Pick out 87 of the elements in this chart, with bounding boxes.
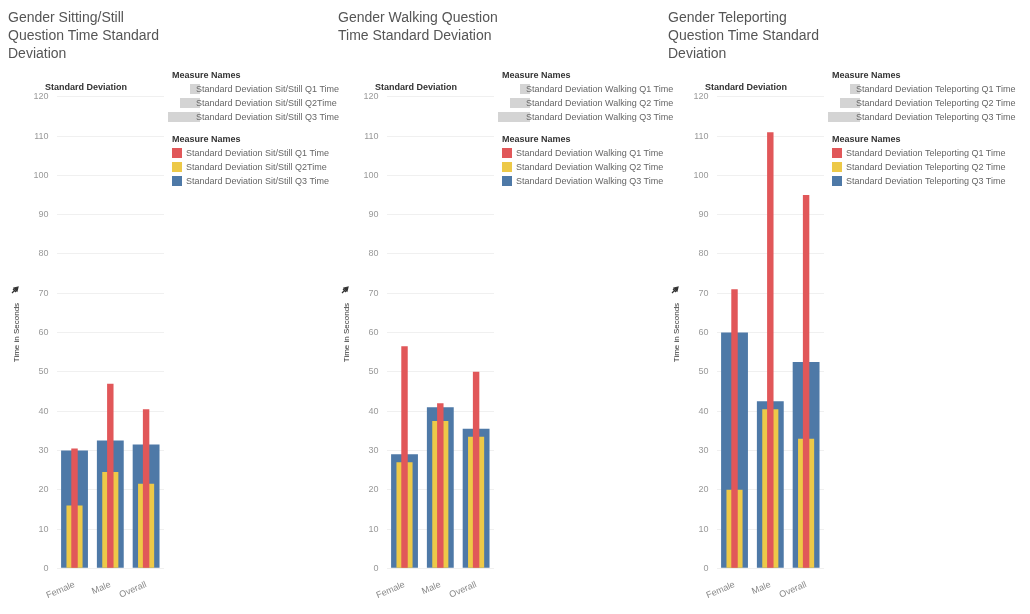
chart-subtitle: Standard Deviation (374, 81, 458, 92)
y-tick-label: 80 (698, 248, 709, 259)
legend-label: Standard Deviation Walking Q2 Time (516, 162, 664, 172)
y-tick-label: 60 (368, 327, 379, 338)
y-tick-label: 40 (38, 405, 49, 416)
y-tick-label: 10 (698, 523, 709, 534)
x-tick-label: Female (704, 579, 737, 601)
y-tick-label: 0 (43, 562, 49, 573)
y-tick-label: 100 (693, 169, 709, 180)
y-tick-label: 10 (368, 523, 379, 534)
text: Standard Deviation Sit/Still Q2Time (196, 98, 337, 108)
chart-subtitle: Standard Deviation (704, 81, 788, 92)
bar (802, 195, 810, 568)
y-axis-title: Time in Seconds (342, 302, 351, 363)
x-tick-label: Male (90, 579, 113, 597)
y-tick-label: 20 (698, 484, 709, 495)
text: Standard Deviation Walking Q1 Time (526, 84, 674, 94)
y-tick-label: 110 (34, 130, 49, 141)
bar (472, 371, 480, 568)
text: Standard Deviation Sit/Still Q3 Time (196, 112, 340, 122)
y-tick-label: 110 (364, 130, 379, 141)
legend-title: Measure Names (832, 134, 902, 144)
text: Measure Names (502, 70, 571, 80)
y-tick-label: 30 (38, 444, 49, 455)
bar (731, 289, 738, 568)
legend-label: Standard Deviation Sit/Still Q2Time (186, 162, 327, 172)
text: Standard Deviation Teleporting Q3 Time (856, 112, 1016, 122)
y-tick-label: 70 (38, 287, 49, 298)
legend-label: Standard Deviation Teleporting Q2 Time (846, 162, 1006, 172)
text: Standard Deviation Sit/Still Q1 Time (196, 84, 340, 94)
y-axis-title: Time in Seconds (12, 302, 21, 363)
x-tick-label: Male (420, 579, 443, 597)
text: Standard Deviation Teleporting Q1 Time (856, 84, 1016, 94)
x-tick-label: Male (750, 579, 773, 597)
y-tick-label: 110 (694, 130, 709, 141)
chart-title: Gender Teleporting Question Time Standard Deviation (668, 8, 820, 63)
legend-title: Measure Names (502, 134, 572, 144)
y-tick-label: 50 (38, 366, 49, 377)
text: Measure Names (832, 70, 901, 80)
y-tick-label: 100 (33, 169, 49, 180)
bar (437, 403, 444, 568)
x-tick-label: Female (374, 579, 407, 601)
y-tick-label: 120 (363, 91, 379, 102)
legend-label: Standard Deviation Walking Q1 Time (516, 148, 664, 158)
legend-title: Measure Names (172, 134, 242, 144)
legend-label: Standard Deviation Teleporting Q3 Time (846, 176, 1006, 186)
chart-title: Gender Sitting/Still Question Time Standard Deviation (8, 8, 160, 63)
text: Standard Deviation Walking Q3 Time (526, 112, 674, 122)
bar (401, 346, 408, 568)
y-tick-label: 80 (368, 248, 379, 259)
x-tick-label: Female (44, 579, 77, 601)
y-tick-label: 20 (38, 484, 49, 495)
y-tick-label: 10 (38, 523, 49, 534)
y-tick-label: 40 (698, 405, 709, 416)
chart-subtitle: Standard Deviation (44, 81, 128, 92)
y-tick-label: 90 (38, 209, 49, 220)
y-tick-label: 70 (368, 287, 379, 298)
y-tick-label: 0 (373, 562, 379, 573)
y-tick-label: 30 (368, 444, 379, 455)
chart-title: Gender Walking Question Time Standard Deviation (338, 8, 499, 45)
y-tick-label: 90 (698, 209, 709, 220)
y-tick-label: 80 (38, 248, 49, 259)
y-tick-label: 60 (698, 327, 709, 338)
y-axis-title: Time in Seconds (672, 302, 681, 363)
legend-label: Standard Deviation Teleporting Q1 Time (846, 148, 1006, 158)
legend-label: Standard Deviation Sit/Still Q3 Time (186, 176, 330, 186)
y-tick-label: 100 (363, 169, 379, 180)
y-tick-label: 30 (698, 444, 709, 455)
text: Standard Deviation Walking Q2 Time (526, 98, 674, 108)
text: Standard Deviation Teleporting Q2 Time (856, 98, 1016, 108)
y-tick-label: 40 (368, 405, 379, 416)
y-tick-label: 70 (698, 287, 709, 298)
legend-label: Standard Deviation Sit/Still Q1 Time (186, 148, 330, 158)
bar (71, 448, 78, 568)
y-tick-label: 120 (693, 91, 709, 102)
y-tick-label: 0 (703, 562, 709, 573)
y-tick-label: 120 (33, 91, 49, 102)
bar (142, 409, 150, 568)
y-tick-label: 60 (38, 327, 49, 338)
bar (107, 383, 114, 568)
bar (767, 132, 774, 568)
y-tick-label: 20 (368, 484, 379, 495)
y-tick-label: 90 (368, 209, 379, 220)
y-tick-label: 50 (368, 366, 379, 377)
y-tick-label: 50 (698, 366, 709, 377)
legend-label: Standard Deviation Walking Q3 Time (516, 176, 664, 186)
text: Measure Names (172, 70, 241, 80)
